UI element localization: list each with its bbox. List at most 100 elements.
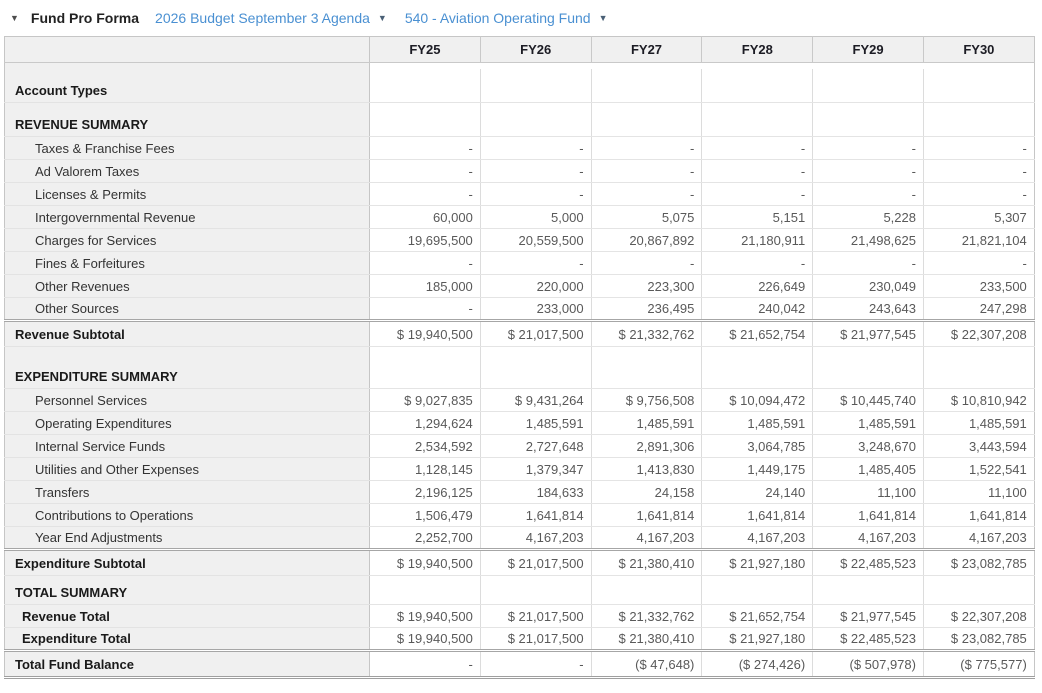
value-cell	[369, 346, 481, 389]
value-cell: $ 23,082,785	[922, 627, 1035, 651]
value-cell: -	[479, 182, 592, 206]
value-cell: $ 21,977,545	[812, 319, 924, 347]
table-row: Intergovernmental Revenue 60,000 5,000 5,07…	[4, 205, 1035, 229]
row-label: REVENUE SUMMARY	[4, 102, 370, 137]
value-cell: 223,300	[590, 274, 702, 298]
value-cell: 2,534,592	[369, 434, 481, 458]
value-cell: 24,158	[590, 480, 702, 504]
row-label: Taxes & Franchise Fees	[4, 136, 370, 160]
value-cell	[369, 102, 481, 137]
value-cell: -	[701, 136, 813, 160]
value-cell: 4,167,203	[701, 526, 813, 550]
value-cell: -	[701, 182, 813, 206]
value-cell: 185,000	[369, 274, 481, 298]
value-cell: $ 21,927,180	[701, 627, 813, 651]
value-cell	[922, 575, 1035, 605]
value-cell	[922, 346, 1035, 389]
table-row: Fines & Forfeitures - - - - - -	[4, 251, 1035, 275]
value-cell: -	[369, 251, 481, 275]
value-cell: 247,298	[922, 297, 1035, 321]
value-cell	[369, 575, 481, 605]
value-cell: 1,506,479	[369, 503, 481, 527]
table-row: Internal Service Funds 2,534,592 2,727,648…	[4, 434, 1035, 458]
value-cell: $ 21,927,180	[701, 548, 813, 576]
value-cell: $ 21,017,500	[479, 548, 592, 576]
value-cell: $ 19,940,500	[369, 604, 481, 628]
value-cell: -	[590, 182, 702, 206]
value-cell: 11,100	[812, 480, 924, 504]
table-row: Taxes & Franchise Fees - - - - - -	[4, 136, 1035, 160]
fund-dropdown-label: 540 - Aviation Operating Fund	[404, 10, 591, 26]
value-cell: 60,000	[369, 205, 481, 229]
value-cell: 21,498,625	[812, 228, 924, 252]
value-cell: ($ 274,426)	[701, 649, 813, 678]
value-cell: 236,495	[590, 297, 702, 321]
value-cell: $ 22,307,208	[922, 604, 1035, 628]
value-cell: 1,641,814	[922, 503, 1035, 527]
value-cell	[701, 102, 813, 137]
value-cell: 226,649	[701, 274, 813, 298]
table-row: EXPENDITURE SUMMARY	[4, 346, 1035, 389]
chevron-down-icon: ▼	[377, 13, 387, 23]
value-cell: 2,727,648	[479, 434, 592, 458]
value-cell: $ 21,017,500	[479, 319, 592, 347]
value-cell	[701, 575, 813, 605]
value-cell: 21,821,104	[922, 228, 1035, 252]
table-row: Total Fund Balance - - ($ 47,648) ($ 274,426…	[4, 649, 1035, 678]
value-cell: 230,049	[812, 274, 924, 298]
row-label: Expenditure Subtotal	[4, 548, 370, 576]
column-header-fy29: FY29	[812, 36, 924, 63]
value-cell: 1,294,624	[369, 411, 481, 435]
value-cell: $ 21,380,410	[590, 548, 702, 576]
value-cell	[369, 68, 481, 103]
value-cell: 3,248,670	[812, 434, 924, 458]
chevron-down-icon: ▼	[598, 13, 608, 23]
table-row: Revenue Subtotal $ 19,940,500 $ 21,017,500…	[4, 319, 1035, 347]
value-cell: 1,522,541	[922, 457, 1035, 481]
value-cell: 4,167,203	[812, 526, 924, 550]
value-cell: $ 10,810,942	[922, 388, 1035, 412]
value-cell: -	[922, 159, 1035, 183]
value-cell	[812, 346, 924, 389]
value-cell: -	[479, 136, 592, 160]
value-cell: -	[479, 251, 592, 275]
value-cell: -	[369, 182, 481, 206]
fund-dropdown[interactable]: 540 - Aviation Operating Fund ▼	[405, 10, 608, 26]
value-cell	[701, 346, 813, 389]
value-cell: 233,500	[922, 274, 1035, 298]
row-label: Internal Service Funds	[4, 434, 370, 458]
value-cell: 1,379,347	[479, 457, 592, 481]
value-cell: -	[590, 159, 702, 183]
column-header-fy30: FY30	[922, 36, 1035, 63]
value-cell: $ 9,431,264	[479, 388, 592, 412]
table-row: Licenses & Permits - - - - - -	[4, 182, 1035, 206]
value-cell: 1,128,145	[369, 457, 481, 481]
value-cell: -	[701, 159, 813, 183]
value-cell: $ 21,380,410	[590, 627, 702, 651]
value-cell: 20,559,500	[479, 228, 592, 252]
table-row: Transfers 2,196,125 184,633 24,158 24,140 11,…	[4, 480, 1035, 504]
value-cell: 4,167,203	[479, 526, 592, 550]
value-cell	[479, 102, 592, 137]
table-row: REVENUE SUMMARY	[4, 102, 1035, 137]
value-cell	[922, 68, 1035, 103]
table-row: Contributions to Operations 1,506,479 1,64…	[4, 503, 1035, 527]
value-cell: 24,140	[701, 480, 813, 504]
collapse-section-icon[interactable]: ▼	[10, 13, 19, 23]
value-cell: $ 19,940,500	[369, 627, 481, 651]
table-row: Other Revenues 185,000 220,000 223,300 226,6…	[4, 274, 1035, 298]
value-cell: $ 21,977,545	[812, 604, 924, 628]
table-row: Operating Expenditures 1,294,624 1,485,591…	[4, 411, 1035, 435]
column-header-fy27: FY27	[590, 36, 702, 63]
value-cell: 220,000	[479, 274, 592, 298]
budget-dropdown[interactable]: 2026 Budget September 3 Agenda ▼	[155, 10, 387, 26]
value-cell: -	[369, 159, 481, 183]
table-row: Account Types	[4, 68, 1035, 103]
value-cell: $ 21,652,754	[701, 319, 813, 347]
row-label: EXPENDITURE SUMMARY	[4, 346, 370, 389]
value-cell: 5,000	[479, 205, 592, 229]
value-cell	[812, 575, 924, 605]
column-header-fy25: FY25	[369, 36, 481, 63]
value-cell: 1,485,405	[812, 457, 924, 481]
row-label: Operating Expenditures	[4, 411, 370, 435]
